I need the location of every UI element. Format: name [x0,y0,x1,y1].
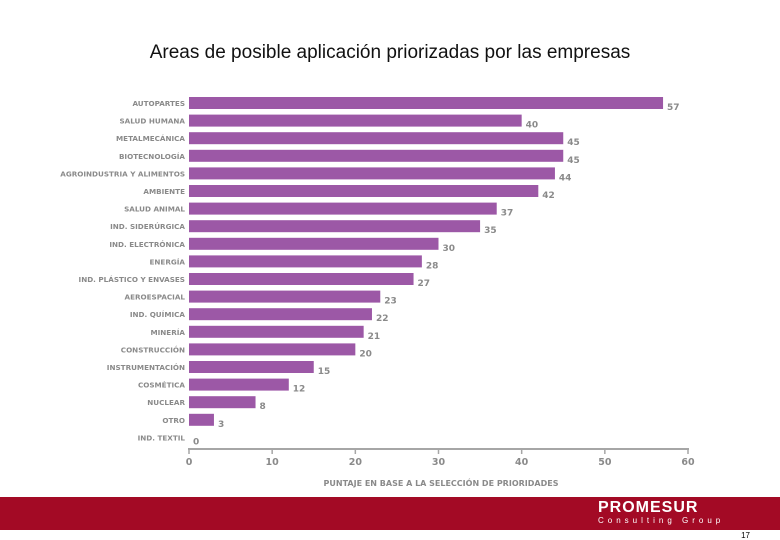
category-label: CONSTRUCCIÓN [121,345,185,354]
bar [189,167,555,180]
bar [189,237,439,250]
x-tick-label: 30 [432,457,446,468]
bar [189,97,664,109]
category-label: IND. SIDERÚRGICA [110,222,185,231]
x-tick-label: 10 [266,457,280,468]
bar [189,361,314,373]
data-label: 15 [318,367,331,377]
x-tick-label: 60 [681,457,695,468]
bar [189,343,356,356]
data-label: 35 [484,226,497,236]
category-label: COSMÉTICA [138,381,185,390]
data-label: 8 [260,402,266,412]
category-label: IND. ELECTRÓNICA [109,240,185,249]
bar [189,308,372,321]
x-tick-label: 0 [186,457,193,468]
category-label: AGROINDUSTRIA Y ALIMENTOS [60,169,185,178]
data-label: 27 [418,279,431,289]
bar [189,255,422,268]
category-label: OTRO [162,416,185,425]
category-label: SALUD HUMANA [119,117,185,126]
category-label: IND. PLÁSTICO Y ENVASES [79,275,185,284]
bar [189,273,414,285]
data-label: 30 [443,244,456,254]
brand-logo: PROMESUR Consulting Group [598,497,728,526]
brand-tagline: Consulting Group [598,516,725,525]
category-label: BIOTECNOLOGÍA [119,152,185,161]
data-label: 23 [384,297,397,307]
category-label: IND. QUÍMICA [130,310,186,319]
bar [189,185,539,197]
category-label: MINERÍA [150,328,185,337]
brand-name: PROMESUR [598,499,699,516]
category-label: AEROESPACIAL [125,293,186,302]
bar [189,202,497,215]
bar [189,396,256,409]
category-label: NUCLEAR [147,398,185,407]
category-label: INSTRUMENTACIÓN [107,363,185,372]
data-label: 45 [567,138,580,148]
data-label: 28 [426,261,439,271]
bar [189,413,214,426]
footer-band: PROMESUR Consulting Group [0,497,780,530]
bar [189,132,564,145]
bar [189,290,381,303]
bar [189,325,364,338]
data-label: 21 [368,332,381,342]
bar-chart: AUTOPARTES 57 SALUD HUMANA 40 METALMECÁNICA 4… [60,97,695,488]
bar [189,220,481,233]
data-label: 40 [526,121,539,131]
data-label: 57 [667,103,680,113]
data-label: 42 [542,191,555,201]
data-label: 44 [559,173,572,183]
data-label: 3 [218,420,224,430]
data-label: 37 [501,209,514,219]
category-label: ENERGÍA [149,257,185,266]
data-label: 20 [359,349,372,359]
category-label: SALUD ANIMAL [124,205,185,214]
bar [189,149,564,162]
category-label: IND. TEXTIL [138,433,186,442]
x-tick-label: 40 [515,457,529,468]
x-tick-label: 50 [598,457,612,468]
page-number: 17 [741,531,750,540]
page-title: Areas de posible aplicación priorizadas … [149,42,631,63]
data-label: 22 [376,314,389,324]
data-label: 0 [193,437,199,447]
category-label: AUTOPARTES [132,99,185,108]
data-label: 12 [293,385,306,395]
category-label: METALMECÁNICA [116,134,185,143]
bar [189,378,289,391]
bar [189,114,522,127]
x-tick-label: 20 [349,457,363,468]
x-axis-title: PUNTAJE EN BASE A LA SELECCIÓN DE PRIORI… [324,477,559,488]
category-label: AMBIENTE [143,187,185,196]
data-label: 45 [567,156,580,166]
